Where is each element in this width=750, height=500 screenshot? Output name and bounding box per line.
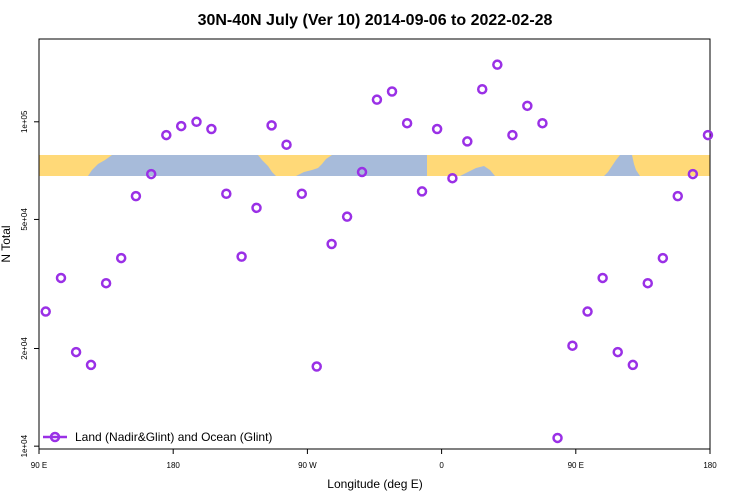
legend: Land (Nadir&Glint) and Ocean (Glint) <box>43 430 272 444</box>
data-point <box>326 238 337 250</box>
data-point <box>85 359 97 371</box>
data-point <box>507 129 518 141</box>
plot-frame <box>38 38 711 450</box>
data-point <box>100 277 112 289</box>
x-tick-label: 0 <box>439 461 444 470</box>
background-map-band <box>39 155 710 176</box>
data-point <box>537 117 548 129</box>
legend-label: Land (Nadir&Glint) and Ocean (Glint) <box>75 430 272 444</box>
data-point <box>447 172 458 184</box>
x-tick-label: 90 E <box>568 461 584 470</box>
data-point <box>702 129 714 141</box>
data-point <box>552 432 563 444</box>
x-tick-label: 90 E <box>31 461 47 470</box>
x-tick-label: 90 W <box>298 461 317 470</box>
y-tick-label: 1e+04 <box>20 434 29 457</box>
x-tick-label: 180 <box>703 461 717 470</box>
y-tick-label: 2e+04 <box>20 337 29 360</box>
data-point <box>462 136 473 147</box>
x-axis-ticks: 90 E 180 90 W 0 90 E 180 <box>31 449 717 470</box>
y-axis-ticks: 1e+04 2e+04 5e+04 1e+05 <box>20 110 39 457</box>
data-point <box>161 129 172 141</box>
data-point <box>175 120 187 132</box>
data-point <box>356 166 368 178</box>
data-point <box>627 359 639 371</box>
y-axis-label: N Total <box>0 225 13 262</box>
data-point <box>371 94 383 105</box>
chart-title: 30N-40N July (Ver 10) 2014-09-06 to 2022… <box>198 12 553 29</box>
y-tick-label: 1e+05 <box>20 110 29 133</box>
data-point <box>40 306 51 317</box>
data-point <box>115 252 127 264</box>
data-point <box>281 139 292 150</box>
map-land-asia-east <box>632 155 710 176</box>
x-axis-label: Longitude (deg E) <box>327 477 422 491</box>
data-point <box>251 202 262 214</box>
data-point <box>145 168 157 180</box>
data-point <box>206 123 217 135</box>
y-tick-label: 5e+04 <box>20 208 29 231</box>
x-tick-label: 180 <box>167 461 181 470</box>
map-land-north-america <box>258 155 332 176</box>
data-point <box>567 340 578 351</box>
map-land-eurasia-west <box>39 155 112 176</box>
data-point <box>236 251 247 262</box>
data-point <box>476 83 488 95</box>
data-point <box>266 120 277 131</box>
data-point <box>492 59 503 70</box>
data-point <box>612 346 623 358</box>
legend-marker <box>49 431 61 443</box>
data-point <box>416 186 428 197</box>
data-point <box>687 168 699 180</box>
data-point <box>522 100 533 112</box>
data-points <box>40 59 714 444</box>
data-point <box>130 190 142 202</box>
data-point <box>311 361 322 372</box>
data-point <box>341 211 353 222</box>
data-point <box>191 116 202 128</box>
data-point <box>386 86 398 97</box>
data-point <box>401 117 413 129</box>
data-point <box>55 272 67 284</box>
data-point <box>431 123 443 135</box>
data-point <box>221 188 232 200</box>
data-point <box>642 277 653 289</box>
data-point <box>296 188 308 200</box>
map-land-eurasia-africa <box>427 155 620 176</box>
data-point <box>672 190 684 202</box>
data-point <box>582 306 593 317</box>
data-point <box>70 346 82 358</box>
data-point <box>657 252 669 264</box>
data-point <box>597 272 608 284</box>
